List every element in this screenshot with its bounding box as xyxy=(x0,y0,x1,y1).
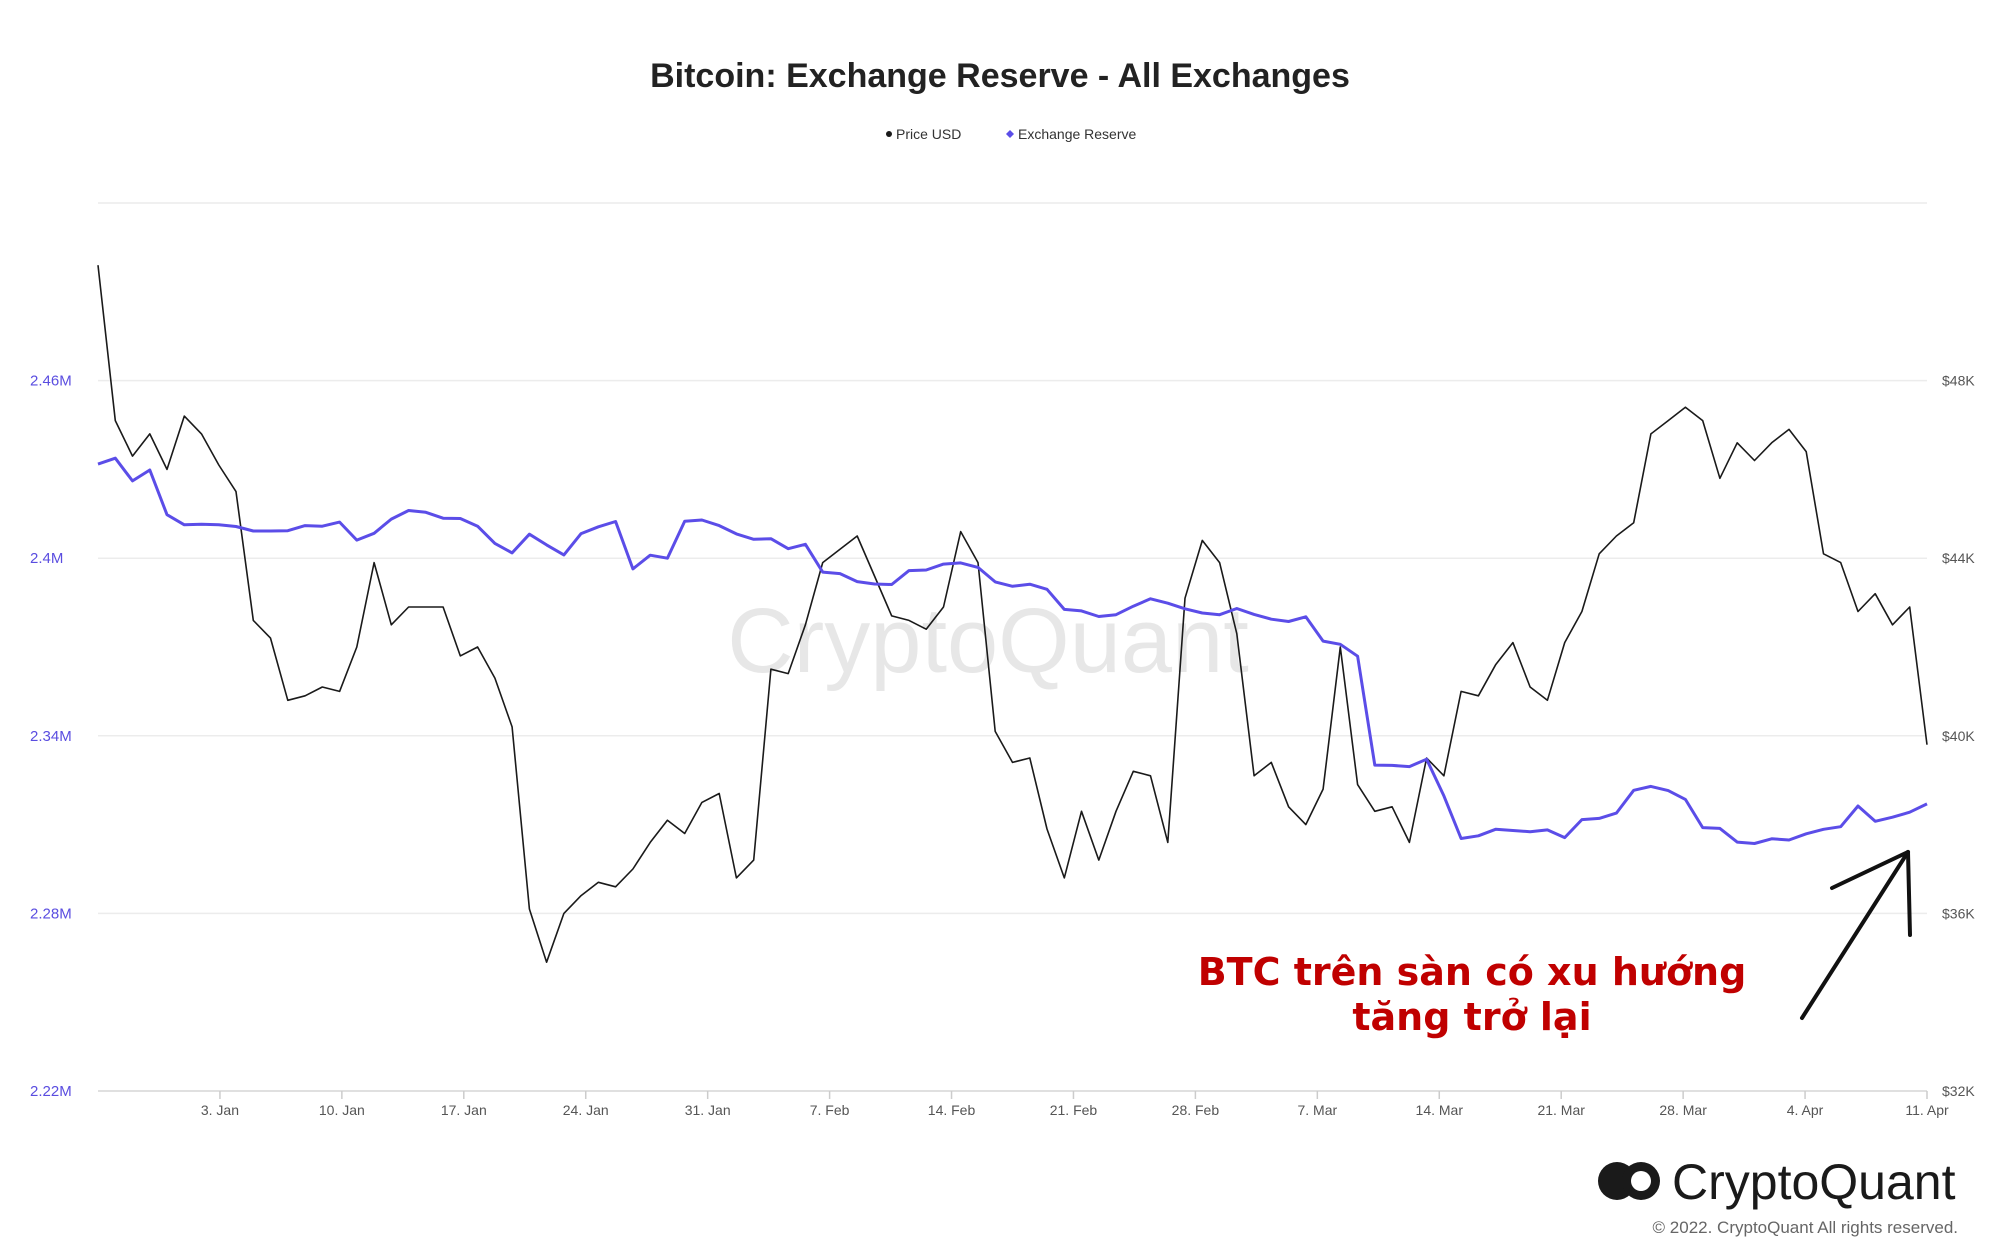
x-tick-label: 3. Jan xyxy=(201,1102,239,1118)
brand-name: CryptoQuant xyxy=(1672,1154,1956,1210)
y-left-tick-label: 2.4M xyxy=(30,550,63,567)
x-tick-label: 21. Mar xyxy=(1537,1102,1585,1118)
y-left-tick-label: 2.46M xyxy=(30,373,72,390)
y-right-tick-label: $44K xyxy=(1942,550,1975,566)
x-tick-label: 14. Mar xyxy=(1416,1102,1464,1118)
chart-watermark: CryptoQuant xyxy=(727,590,1249,692)
legend-marker-reserve xyxy=(1006,130,1014,138)
x-tick-label: 28. Mar xyxy=(1659,1102,1707,1118)
cryptoquant-logo: CryptoQuant xyxy=(1598,1154,1956,1210)
annotation-arrow xyxy=(1800,850,1912,1020)
legend-label-reserve[interactable]: Exchange Reserve xyxy=(1018,126,1137,142)
y-axis-left: 2.22M 2.28M 2.34M 2.4M 2.46M xyxy=(30,373,72,1100)
y-left-tick-label: 2.34M xyxy=(30,728,72,745)
logo-mark-cutout xyxy=(1631,1171,1651,1191)
grid-lines xyxy=(98,202,1927,1092)
exchange-reserve-line[interactable] xyxy=(97,456,1928,845)
y-right-tick-label: $48K xyxy=(1942,373,1975,389)
x-tick-label: 11. Apr xyxy=(1905,1102,1949,1118)
x-tick-label: 17. Jan xyxy=(441,1102,487,1118)
x-tick-label: 14. Feb xyxy=(928,1102,976,1118)
x-tick-label: 21. Feb xyxy=(1050,1102,1098,1118)
x-axis: 3. Jan 10. Jan 17. Jan 24. Jan 31. Jan 7. Feb… xyxy=(201,1091,1949,1118)
x-tick-label: 7. Mar xyxy=(1297,1102,1337,1118)
annotation-line1: BTC trên sàn có xu hướng xyxy=(1198,950,1747,994)
x-tick-label: 7. Feb xyxy=(810,1102,850,1118)
y-left-tick-label: 2.22M xyxy=(30,1083,72,1100)
legend[interactable]: Price USD Exchange Reserve xyxy=(886,126,1137,142)
y-left-tick-label: 2.28M xyxy=(30,905,72,922)
chart-title: Bitcoin: Exchange Reserve - All Exchange… xyxy=(650,57,1350,95)
annotation-line2: tăng trở lại xyxy=(1352,995,1591,1039)
legend-label-price[interactable]: Price USD xyxy=(896,126,961,142)
x-tick-label: 28. Feb xyxy=(1172,1102,1220,1118)
y-right-tick-label: $36K xyxy=(1942,905,1975,921)
x-tick-label: 24. Jan xyxy=(563,1102,609,1118)
x-tick-label: 4. Apr xyxy=(1787,1102,1824,1118)
series-lines xyxy=(97,265,1928,964)
x-tick-label: 31. Jan xyxy=(685,1102,731,1118)
copyright-text: © 2022. CryptoQuant All rights reserved. xyxy=(1653,1218,1958,1237)
y-right-tick-label: $32K xyxy=(1942,1083,1975,1099)
y-right-tick-label: $40K xyxy=(1942,728,1975,744)
price-usd-line[interactable] xyxy=(97,265,1928,964)
x-tick-label: 10. Jan xyxy=(319,1102,365,1118)
y-axis-right: $32K $36K $40K $44K $48K xyxy=(1942,373,1975,1099)
legend-marker-price xyxy=(886,131,892,137)
